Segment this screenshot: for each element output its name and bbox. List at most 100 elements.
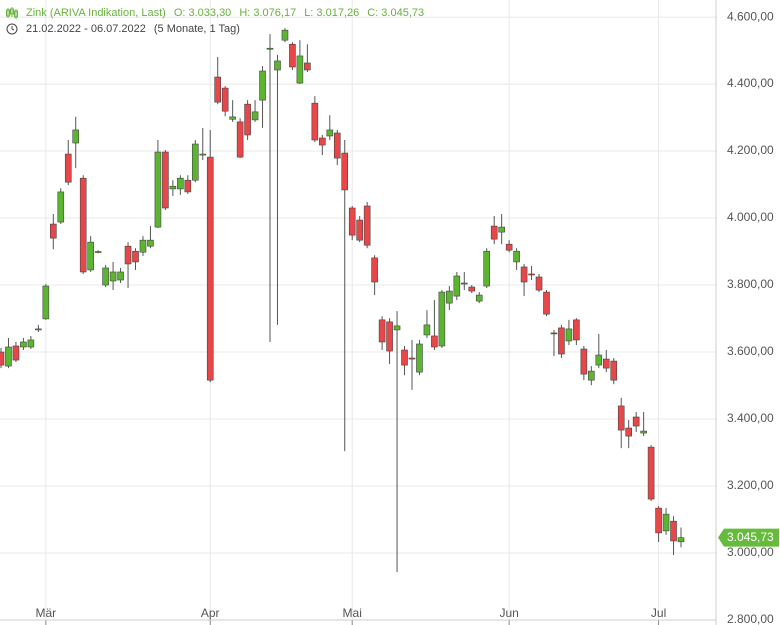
candle-body	[528, 273, 535, 276]
candle-body	[72, 129, 80, 144]
x-tick-label: Mär	[35, 606, 56, 620]
candle-body	[319, 137, 326, 146]
candle-body	[259, 70, 266, 101]
candle-body	[588, 370, 595, 381]
candle-body	[199, 153, 207, 156]
candle-body	[206, 156, 214, 381]
ohlc-low: L: 3.017,26	[304, 7, 360, 19]
header-period-row: 21.02.2022 - 06.07.2022 (5 Monate, 1 Tag…	[6, 21, 424, 37]
candle-body	[520, 266, 528, 283]
candle-body	[371, 257, 378, 283]
last-price-label: 3.045,73	[727, 530, 774, 544]
candle-body	[595, 354, 603, 366]
candle-body	[490, 225, 498, 240]
candle-body	[12, 345, 20, 361]
candle-body	[543, 291, 550, 315]
title: Zink (ARIVA Indikation, Last)	[26, 7, 166, 19]
candle-body	[535, 276, 543, 291]
candle-body	[326, 129, 334, 137]
candle-body	[386, 321, 393, 352]
candle-body	[304, 62, 311, 71]
candle-body	[565, 328, 573, 342]
candle-body	[647, 446, 655, 500]
candle-body	[498, 226, 505, 233]
candle-body	[274, 60, 281, 71]
candle-body	[117, 271, 124, 281]
candle-body	[573, 319, 580, 341]
candle-body	[94, 251, 102, 253]
candle-body	[416, 343, 423, 373]
candle-body	[169, 185, 177, 190]
x-tick-label: Mai	[343, 606, 362, 620]
candle-body	[378, 319, 386, 343]
candle-body	[401, 349, 408, 366]
y-tick-label: 4.200,00	[727, 143, 774, 157]
candle-body	[393, 325, 401, 331]
ohlc-high: H: 3.076,17	[239, 7, 297, 19]
y-tick-label: 2.800,00	[727, 612, 774, 625]
candle-body	[0, 351, 5, 366]
candle-body	[677, 537, 685, 543]
candle-body	[640, 430, 647, 434]
candle-body	[214, 76, 222, 103]
candle-body	[251, 111, 259, 121]
candle-body	[625, 427, 632, 437]
x-tick-label: Apr	[201, 606, 220, 620]
candle-body	[453, 275, 461, 297]
candle-body	[558, 327, 565, 355]
candle-body	[244, 103, 251, 136]
candle-body	[20, 341, 27, 348]
candle-body	[446, 290, 453, 304]
candle-body	[655, 507, 662, 534]
candle-body	[505, 243, 513, 251]
candle-body	[162, 151, 169, 209]
candle-body	[57, 191, 65, 223]
candle-body	[610, 360, 618, 381]
candle-body	[229, 116, 236, 120]
ohlc-close: C: 3.045,73	[367, 7, 425, 19]
candle-body	[35, 328, 42, 331]
candle-body	[154, 151, 162, 228]
candle-body	[438, 291, 446, 347]
candle-body	[423, 324, 431, 336]
y-tick-label: 3.000,00	[727, 545, 774, 559]
candle-body	[468, 286, 476, 292]
candle-body	[27, 339, 35, 348]
candle-body	[296, 55, 304, 84]
x-tick-label: Jun	[499, 606, 518, 620]
candle-body	[124, 245, 132, 265]
candle-body	[356, 219, 363, 241]
candle-body	[5, 346, 12, 367]
candle-body	[87, 241, 94, 271]
candle-body	[348, 207, 356, 236]
candle-body	[281, 29, 289, 41]
candle-body	[132, 250, 139, 263]
y-tick-label: 3.800,00	[727, 277, 774, 291]
candle-body	[311, 102, 319, 141]
candle-body	[139, 239, 147, 253]
candle-body	[184, 179, 192, 193]
candle-body	[79, 177, 87, 273]
candle-body	[191, 143, 199, 181]
y-tick-label: 4.000,00	[727, 210, 774, 224]
candle-body	[333, 132, 341, 159]
candle-body	[50, 223, 57, 239]
candle-body	[670, 520, 677, 542]
candle-body	[64, 153, 72, 183]
candle-body	[147, 239, 154, 247]
subtitle: 21.02.2022 - 06.07.2022	[26, 23, 146, 35]
x-tick-label: Jul	[651, 606, 666, 620]
y-tick-label: 3.400,00	[727, 411, 774, 425]
candle-body	[632, 416, 640, 427]
candle-body	[221, 87, 229, 112]
candle-body	[102, 267, 109, 286]
y-tick-label: 4.600,00	[727, 9, 774, 23]
header-title-row: Zink (ARIVA Indikation, Last) O: 3.033,3…	[6, 5, 424, 21]
y-tick-label: 3.600,00	[727, 344, 774, 358]
candle-body	[483, 250, 491, 287]
candle-icon	[6, 7, 18, 19]
clock-icon	[6, 23, 18, 35]
candle-body	[363, 205, 371, 246]
